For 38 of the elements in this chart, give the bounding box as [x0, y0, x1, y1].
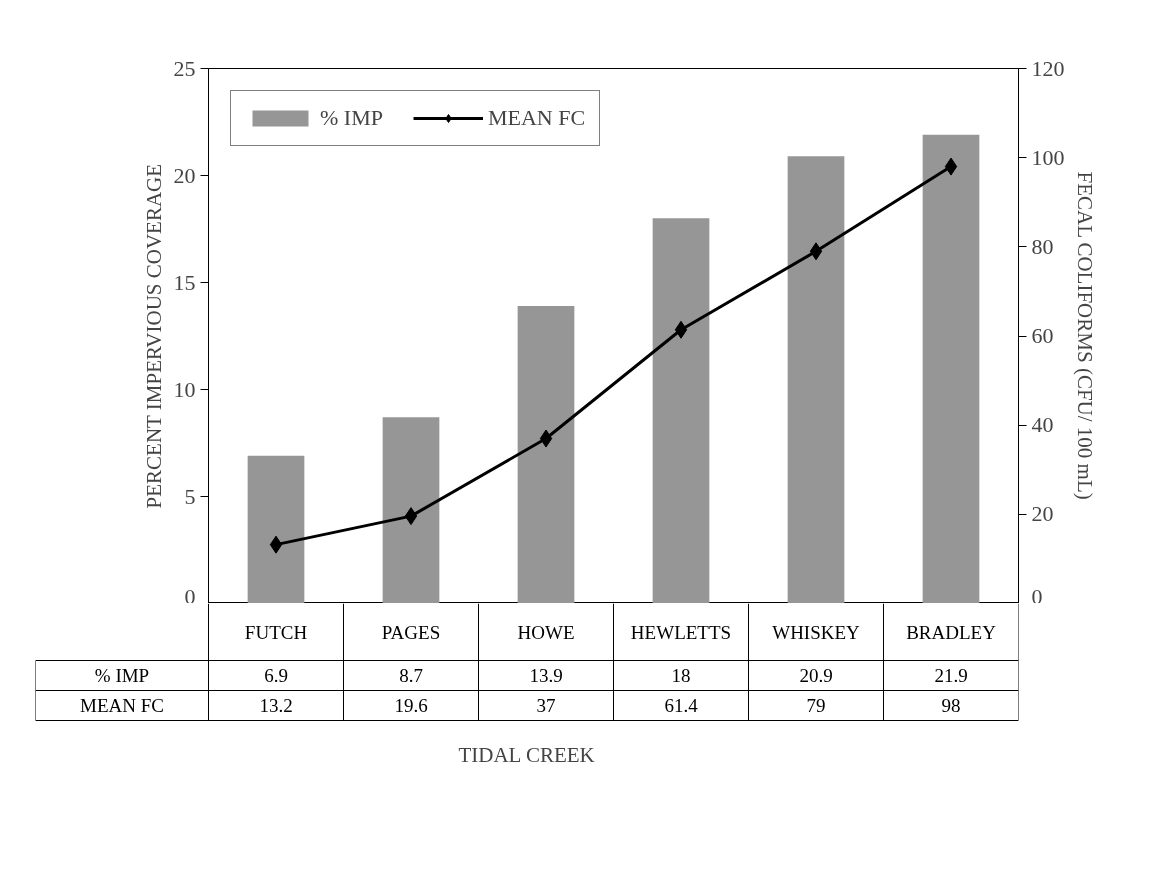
data-label: 18: [671, 665, 691, 686]
y-tick-label: 10: [173, 376, 196, 402]
data-label: 98: [941, 695, 961, 716]
x-tick-label: PAGES: [381, 621, 441, 643]
legend-label: MEAN FC: [487, 105, 586, 131]
y-tick-label: 20: [173, 162, 196, 188]
y2-tick-label: 0: [1031, 583, 1043, 609]
y2-tick-label: 100: [1031, 144, 1065, 170]
y2-tick-label: 80: [1031, 233, 1054, 259]
y2-tick-label: 20: [1031, 501, 1054, 527]
data-label: 21.9: [934, 665, 968, 686]
x-tick-label: BRADLEY: [906, 621, 997, 643]
legend-label: % IMP: [320, 105, 383, 131]
y2-tick-label: 120: [1031, 55, 1065, 81]
y2-tick-label: 60: [1031, 323, 1054, 348]
data-label: 8.7: [399, 665, 423, 686]
y-tick-label: 15: [173, 269, 196, 295]
text: % IMP: [94, 665, 150, 686]
x-tick-label: FUTCH: [244, 621, 308, 643]
y-tick-label: 25: [173, 55, 196, 81]
data-label: 20.9: [799, 665, 833, 686]
x-tick-label: HEWLETTS: [630, 621, 732, 643]
x-tick-label: HOWE: [517, 621, 575, 643]
data-label: 13.9: [529, 665, 563, 686]
data-label: 79: [806, 695, 826, 716]
y-tick-label: 0: [184, 583, 196, 609]
data-label: 37: [536, 695, 556, 716]
data-label: 13.2: [259, 695, 293, 716]
data-label: 19.6: [394, 695, 428, 716]
data-label: 6.9: [264, 665, 288, 686]
y-axis-title: PERCENT IMPERVIOUS COVERAGE: [141, 163, 166, 509]
y2-axis-title: FECAL COLIFORMS (CFU/ 100 mL): [1072, 171, 1097, 500]
x-tick-label: WHISKEY: [772, 621, 861, 643]
data-label: 61.4: [664, 695, 699, 716]
text: MEAN FC: [80, 695, 164, 716]
y-tick-label: 5: [184, 483, 196, 509]
y2-tick-label: 40: [1031, 412, 1054, 438]
x-axis-title: TIDAL CREEK: [458, 742, 595, 767]
